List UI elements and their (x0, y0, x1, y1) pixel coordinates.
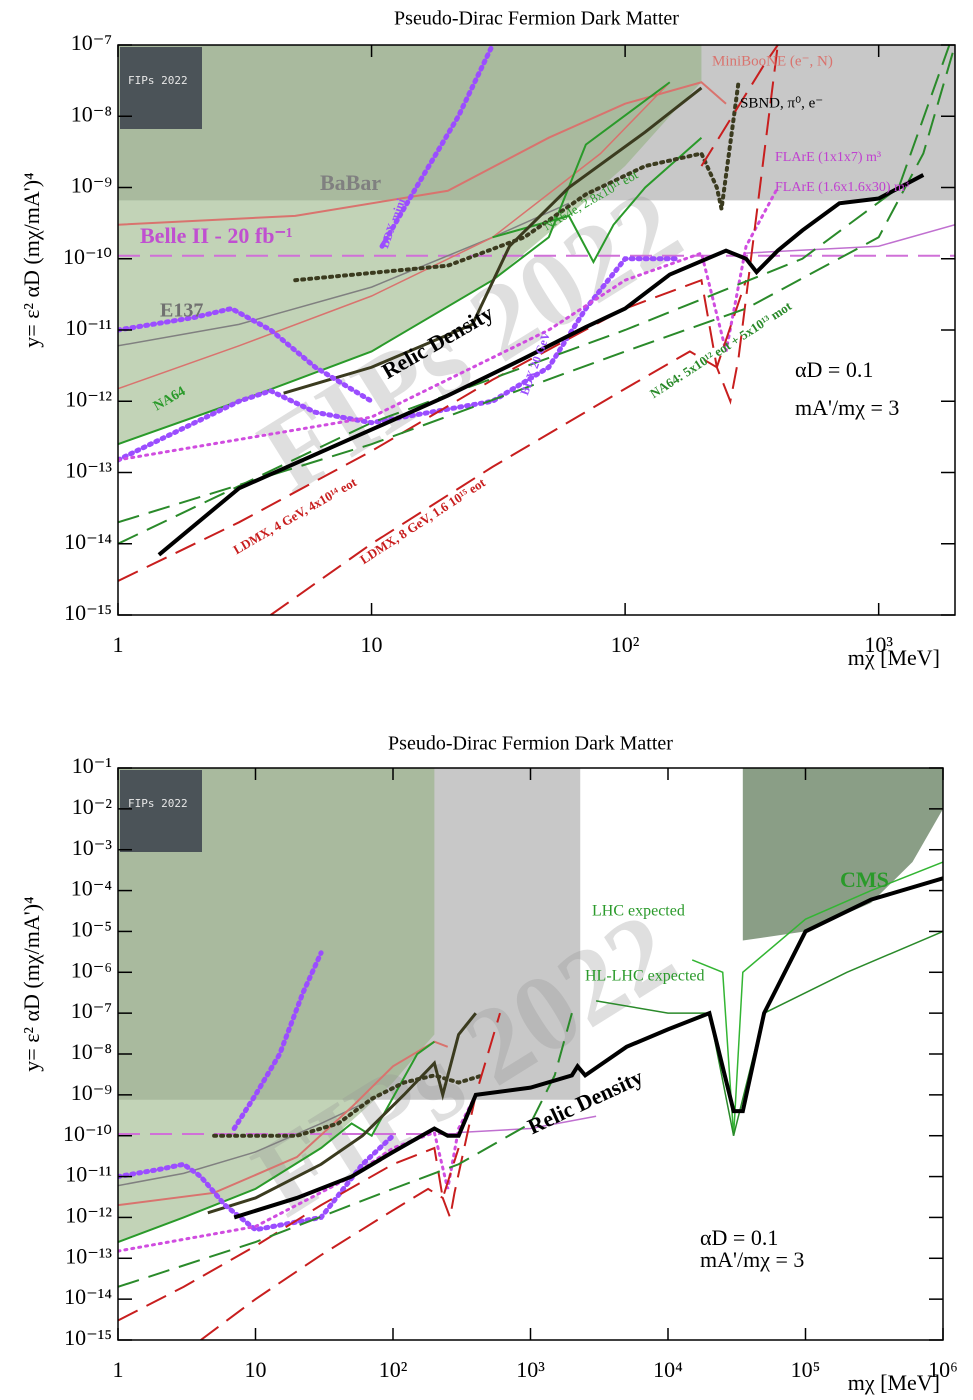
x-tick-label: 10⁶ (928, 1357, 958, 1382)
y-tick-label: 10⁻¹¹ (65, 315, 112, 340)
curve (293, 80, 741, 283)
curve (118, 1103, 363, 1187)
curve (691, 861, 943, 1136)
curve (118, 45, 955, 524)
shaded-region (118, 45, 702, 445)
x-tick-label: 10³ (516, 1357, 545, 1382)
y-tick-label: 10⁻¹⁰ (63, 1121, 112, 1146)
y-tick-label: 10⁻¹⁰ (63, 244, 112, 269)
annotation: αD = 0.1 (700, 1225, 778, 1250)
curve (700, 45, 779, 167)
curve (118, 1040, 435, 1243)
shaded-region (118, 768, 435, 1243)
curve (118, 186, 780, 462)
x-axis-label: mχ [MeV] (848, 645, 940, 670)
curve-label: LDMX, 8 GeV, 1.6 10¹⁵ eot (357, 474, 488, 567)
curve-label: BaBar (320, 170, 381, 195)
curve (118, 81, 727, 226)
y-tick-label: 10⁻¹⁵ (64, 600, 112, 625)
y-tick-label: 10⁻¹⁴ (64, 529, 112, 554)
curve (233, 876, 943, 1220)
x-tick-label: 1 (113, 632, 124, 657)
curve (458, 1115, 597, 1134)
y-tick-label: 10⁻⁸ (71, 101, 112, 126)
x-tick-label: 10³ (864, 632, 893, 657)
y-tick-label: 10⁻¹⁴ (64, 1284, 112, 1309)
curve-label: MiniBooNE (e⁻, N) (712, 53, 833, 69)
y-tick-label: 10⁻⁴ (71, 876, 113, 901)
y-tick-label: 10⁻¹² (65, 386, 112, 411)
chart-title: Pseudo-Dirac Fermion Dark Matter (388, 733, 673, 755)
x-axis-label: mχ [MeV] (848, 1370, 940, 1395)
curve (595, 930, 943, 1136)
curve-label: FLArE (1.6x1.6x30) m³ (775, 180, 909, 195)
chart-title: Pseudo-Dirac Fermion Dark Matter (394, 8, 679, 30)
curve (200, 1012, 501, 1340)
y-tick-label: 10⁻⁷ (71, 30, 112, 55)
curve (492, 136, 703, 265)
curve (157, 173, 925, 557)
curve (118, 1146, 460, 1322)
shaded-region (742, 768, 943, 941)
y-tick-label: 10⁻¹² (65, 1202, 112, 1227)
logo-box (120, 770, 202, 852)
x-tick-label: 10² (379, 1357, 408, 1382)
curve (118, 45, 951, 545)
curve (231, 950, 324, 1132)
x-tick-label: 1 (113, 1357, 124, 1382)
y-tick-label: 10⁻¹⁵ (64, 1325, 112, 1350)
curve (207, 1012, 477, 1215)
curve-label: HL-LHC expected (585, 968, 705, 985)
curve (746, 224, 955, 254)
x-tick-label: 10 (245, 1357, 267, 1382)
curve (379, 45, 496, 249)
curve (118, 256, 680, 463)
curve-label: E137 (160, 300, 203, 322)
curve (283, 86, 703, 395)
annotation: αD = 0.1 (795, 357, 873, 382)
y-tick-label: 10⁻¹¹ (65, 1162, 112, 1187)
logo-text: FIPs 2022 (128, 74, 188, 87)
curve (118, 278, 748, 582)
y-tick-label: 10⁻¹³ (65, 1243, 112, 1268)
curve (118, 81, 671, 390)
x-tick-label: 10 (361, 632, 383, 657)
y-tick-label: 10⁻⁵ (71, 916, 112, 941)
curve-label: SBND, π⁰, e⁻ (740, 95, 823, 111)
curve-label: Belle II - 20 fb⁻¹ (140, 223, 293, 248)
y-tick-label: 10⁻⁹ (71, 1080, 113, 1105)
x-tick-label: 10² (611, 632, 640, 657)
logo-text: FIPs 2022 (128, 797, 188, 810)
y-tick-label: 10⁻³ (72, 835, 113, 860)
y-axis-label: y= ε² αD (mχ/mA')⁴ (19, 172, 44, 348)
x-tick-label: 10⁵ (791, 1357, 821, 1382)
curve (212, 1073, 485, 1138)
curve (118, 202, 570, 347)
annotation: mA'/mχ = 3 (795, 395, 899, 420)
y-tick-label: 10⁻⁸ (71, 1039, 112, 1064)
y-tick-label: 10⁻⁹ (71, 173, 113, 198)
logo-box (120, 47, 202, 129)
curve (270, 45, 779, 615)
y-tick-label: 10⁻² (72, 794, 113, 819)
y-tick-label: 10⁻¹ (72, 753, 112, 778)
y-axis-label: y= ε² αD (mχ/mA')⁴ (19, 896, 44, 1072)
curve-label: NA64: 5x10¹² eot + 5x10¹³ mot (647, 298, 795, 401)
y-tick-label: 10⁻¹³ (65, 458, 112, 483)
curve-label: CMS (840, 867, 889, 892)
curve-label: LHC expected (592, 903, 685, 920)
curve-label: FLArE (1x1x7) m³ (775, 150, 881, 165)
curve (118, 1012, 573, 1288)
curve (118, 1133, 396, 1233)
annotation: mA'/mχ = 3 (700, 1247, 804, 1272)
x-tick-label: 10⁴ (653, 1357, 683, 1382)
y-tick-label: 10⁻⁷ (71, 998, 112, 1023)
y-tick-label: 10⁻⁶ (71, 957, 112, 982)
curve (118, 305, 375, 404)
